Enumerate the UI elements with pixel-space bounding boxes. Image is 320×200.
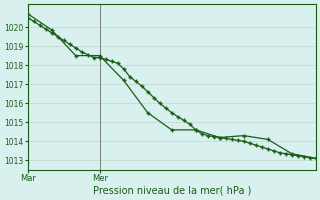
X-axis label: Pression niveau de la mer( hPa ): Pression niveau de la mer( hPa )	[92, 186, 251, 196]
